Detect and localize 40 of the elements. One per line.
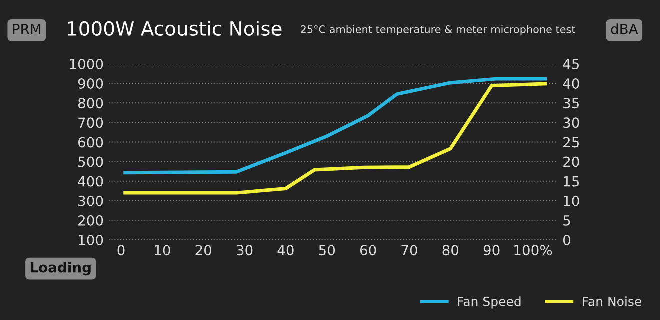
y2-tick-label: 25 (564, 137, 580, 148)
line-series (124, 82, 548, 195)
line-series (124, 77, 548, 175)
y-tick-label: 900 (78, 78, 104, 90)
y2-tick-label: 10 (564, 196, 580, 206)
y2-tick-label: 35 (564, 98, 580, 109)
y-tick-label: 200 (78, 215, 104, 226)
y-tick-label: 100 (79, 234, 104, 246)
y2-tick-label: 45 (563, 59, 580, 70)
y2-axis-title: dBA (611, 24, 638, 34)
y-tick-label: 800 (78, 98, 104, 109)
x-tick-label: 0 (118, 245, 125, 256)
x-tick-label: 40 (278, 245, 294, 256)
legend-label: Fan Noise (583, 296, 642, 306)
y-tick-label: 300 (78, 196, 104, 206)
chart-subtitle: 25°C ambient temperature & meter microphone test (301, 25, 576, 36)
y2-tick-label: 20 (564, 156, 580, 168)
x-tick-label: 60 (360, 245, 376, 256)
y-tick-label: 500 (78, 156, 104, 168)
y2-tick-label: 15 (564, 176, 580, 187)
x-tick-label: 50 (319, 245, 336, 256)
x-tick-label: 10 (155, 245, 170, 256)
y-tick-label: 1000 (70, 58, 104, 70)
x-tick-label: 30 (236, 245, 253, 256)
y2-tick-label: 30 (564, 118, 580, 128)
y2-tick-label: 40 (563, 78, 580, 90)
legend-label: Fan Speed (458, 296, 521, 309)
y2-tick-label: 5 (564, 216, 570, 226)
y-tick-label: 400 (78, 176, 104, 187)
chart-title: 1000W Acoustic Noise (68, 20, 282, 36)
x-axis-title: Loading (30, 262, 91, 276)
x-tick-label: 20 (196, 245, 212, 256)
x-tick-label: 70 (402, 245, 418, 256)
x-tick-label: 80 (442, 245, 459, 256)
y-tick-label: 600 (78, 137, 104, 148)
y2-tick-label: 0 (563, 234, 570, 246)
y-tick-label: 700 (78, 118, 104, 128)
y-axis-title: PRM (13, 24, 41, 34)
x-tick-label: 90 (484, 245, 500, 256)
x-tick-label: 100% (514, 245, 552, 256)
